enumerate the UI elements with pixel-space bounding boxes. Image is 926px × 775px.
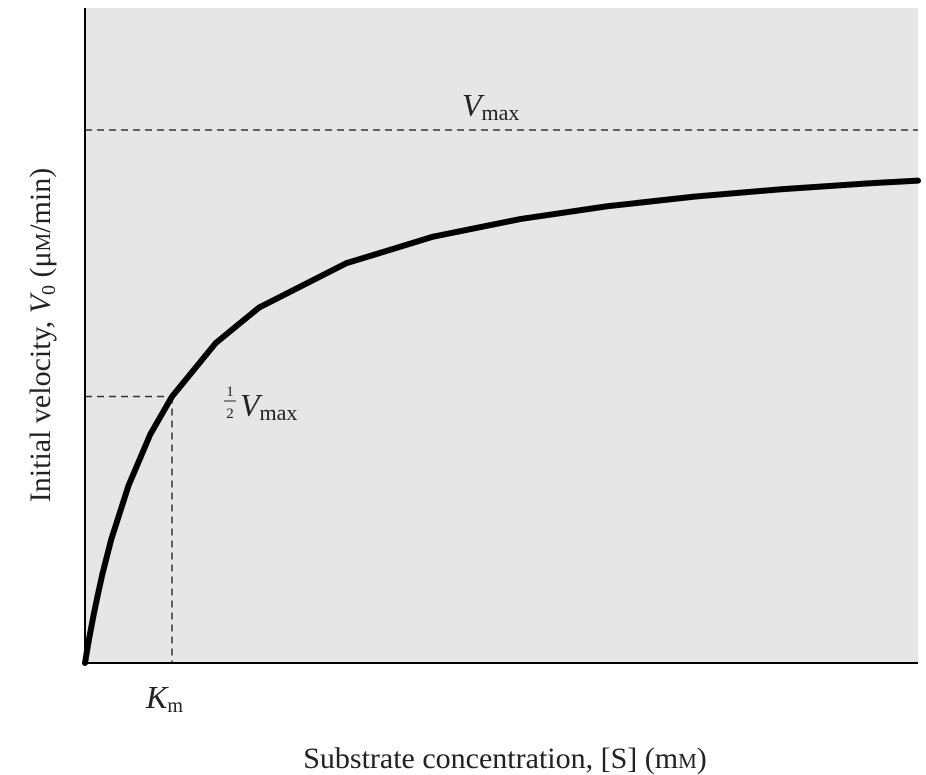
fraction-numerator: 1 <box>226 384 234 400</box>
y-axis-label: Initial velocity, V0 (μM/min) <box>24 168 60 502</box>
fraction-denominator: 2 <box>226 406 234 422</box>
km-label: Km <box>145 679 183 717</box>
half-vmax-label: 1 2 Vmax <box>224 384 297 425</box>
vmax-label: Vmax <box>462 87 519 125</box>
x-axis-label: Substrate concentration, [S] (mM) <box>303 742 707 775</box>
saturation-curve <box>82 177 921 666</box>
half-vmax-v: Vmax <box>240 387 297 425</box>
